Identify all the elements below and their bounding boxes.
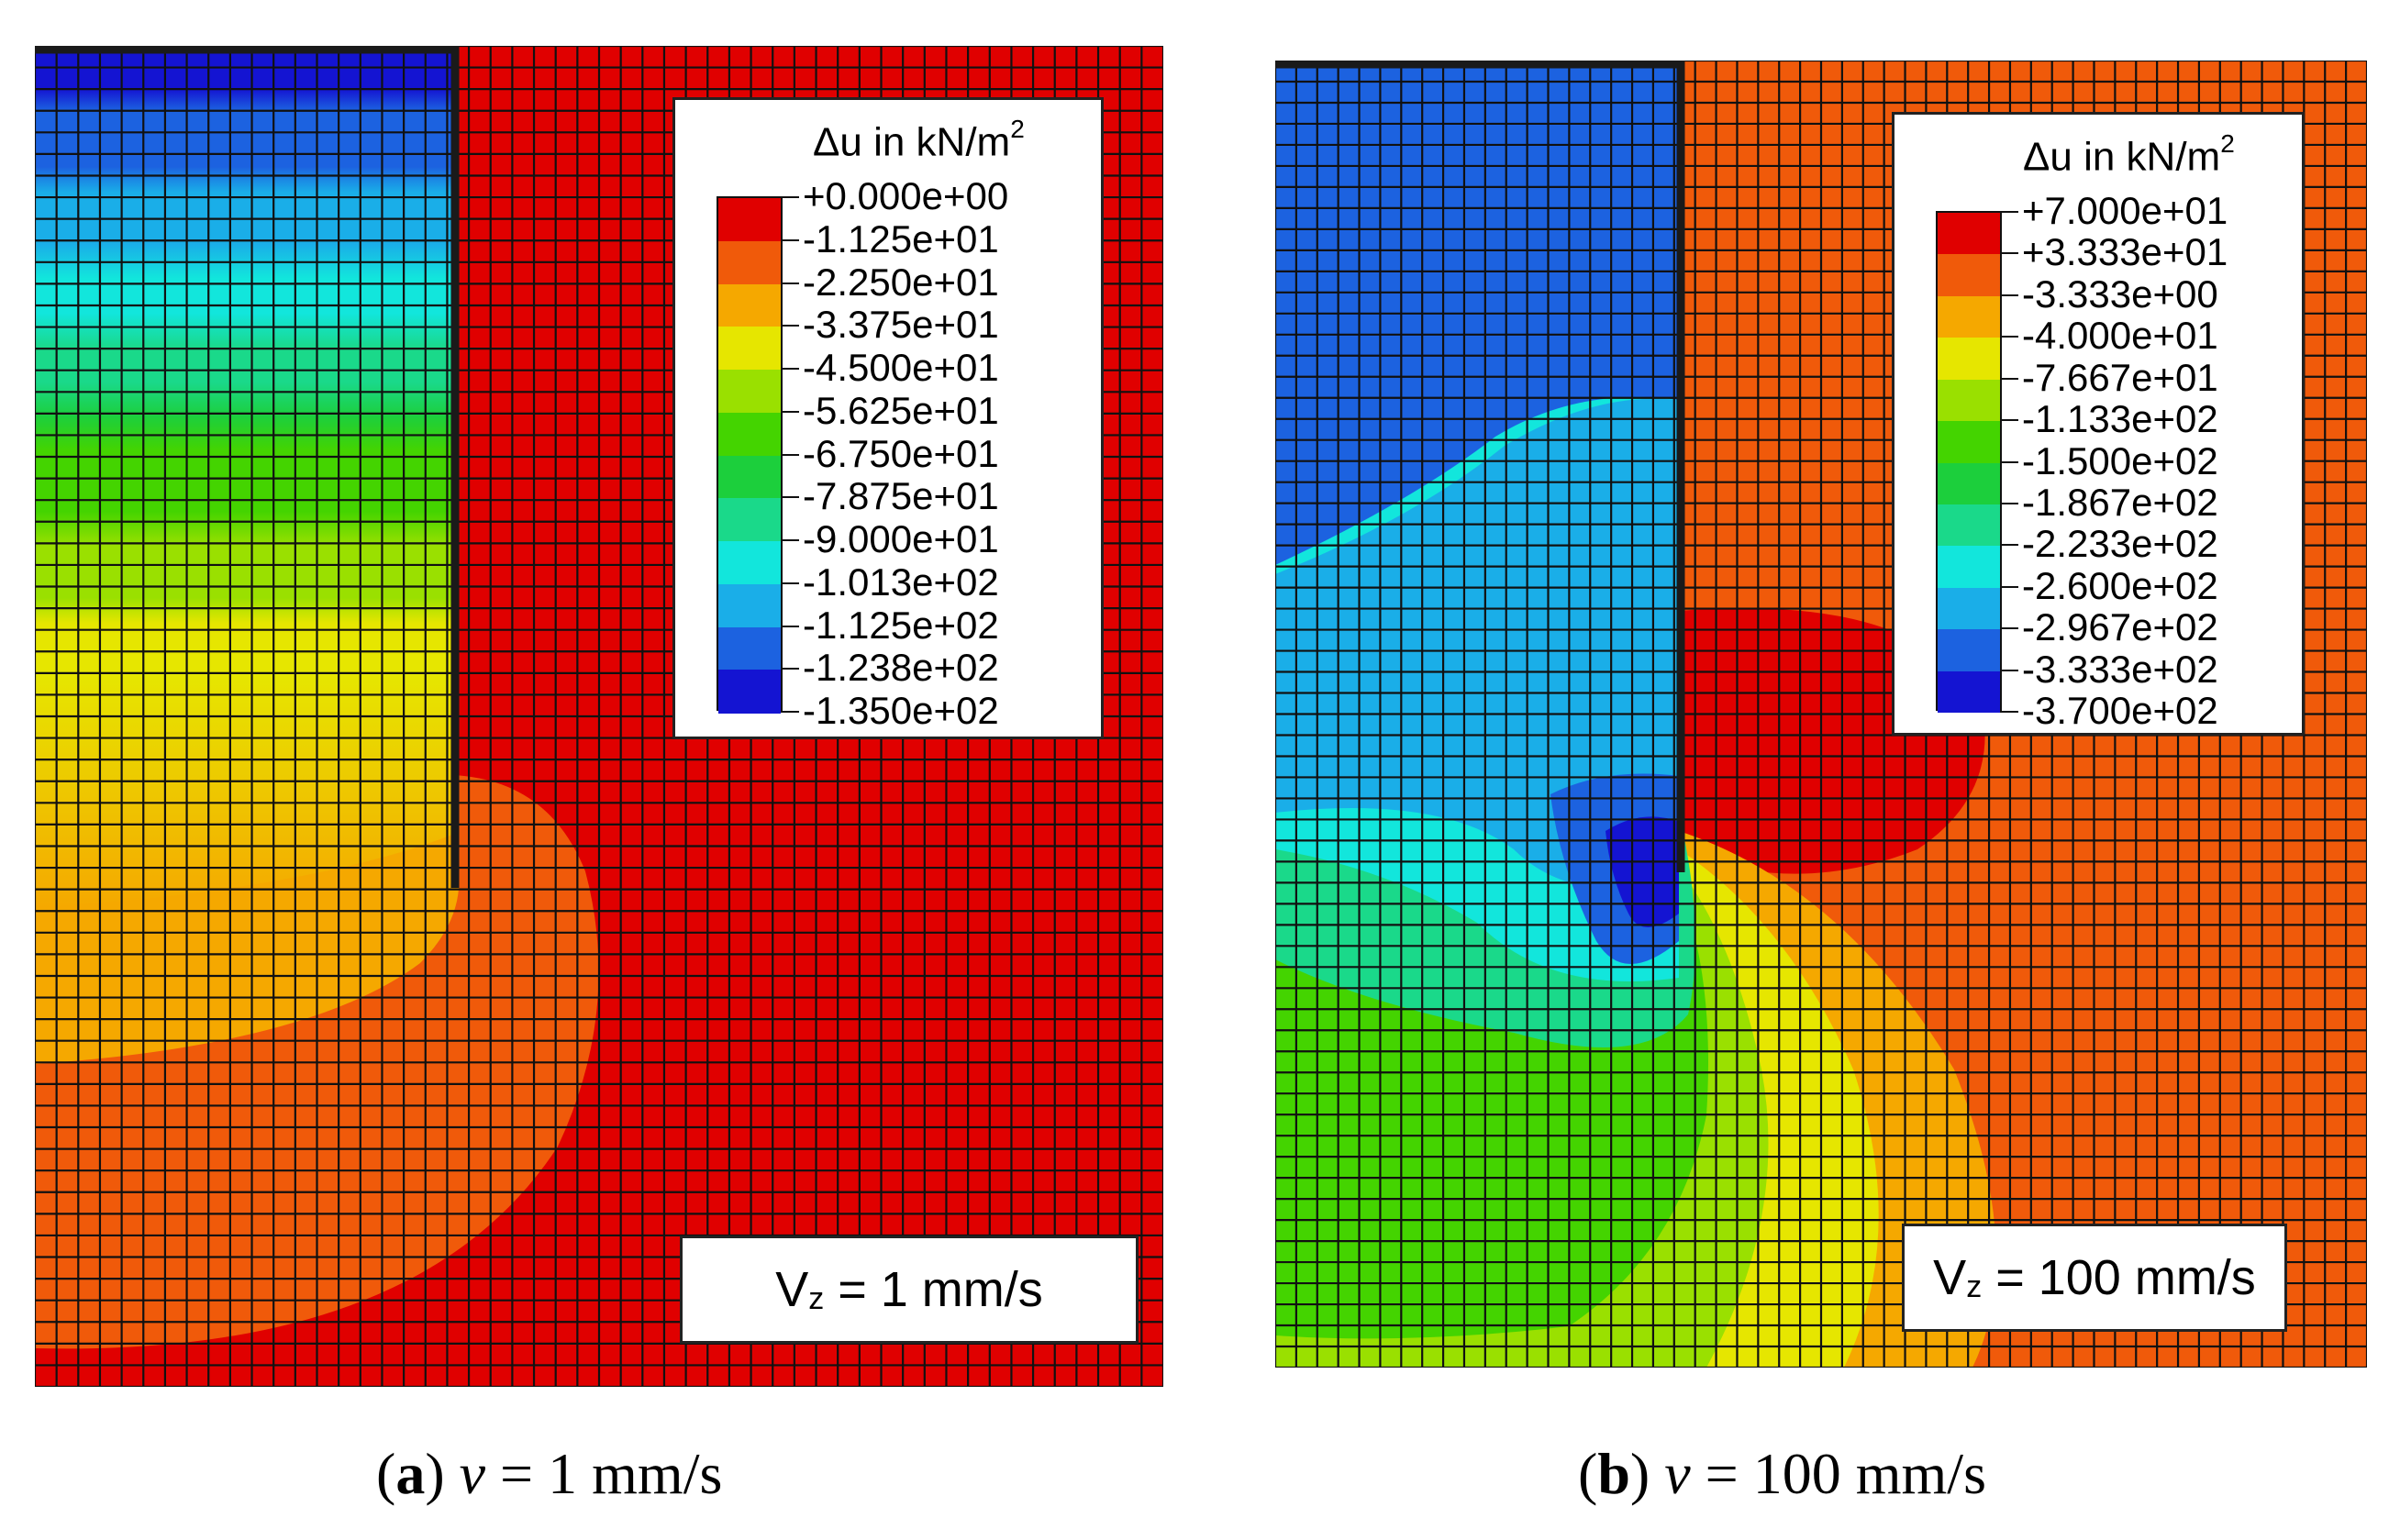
legend-tick xyxy=(781,410,799,413)
legend-label: -3.333e+02 xyxy=(2022,647,2218,691)
legend-label: -1.125e+02 xyxy=(803,603,999,647)
legend-label: -1.133e+02 xyxy=(2022,397,2218,441)
legend-tick xyxy=(2000,711,2018,713)
legend-title-a: Δu in kN/m2 xyxy=(813,115,1025,165)
legend-label: -3.375e+01 xyxy=(803,303,999,347)
legend-swatch xyxy=(1938,462,2000,505)
legend-label: -7.667e+01 xyxy=(2022,355,2218,399)
legend-label: -4.000e+01 xyxy=(2022,314,2218,358)
legend-label: -1.013e+02 xyxy=(803,559,999,604)
legend-swatch xyxy=(718,541,781,585)
legend-label: -1.238e+02 xyxy=(803,646,999,690)
legend-swatch xyxy=(718,626,781,670)
legend-tick xyxy=(781,625,799,627)
legend-swatch xyxy=(718,455,781,499)
legend-tick xyxy=(2000,336,2018,338)
legend-tick xyxy=(2000,460,2018,463)
legend-swatch xyxy=(1938,670,2000,714)
legend-label: -4.500e+01 xyxy=(803,346,999,389)
legend-tick xyxy=(2000,585,2018,588)
legend-label: -1.500e+02 xyxy=(2022,438,2218,482)
legend-tick xyxy=(781,325,799,327)
legend-tick xyxy=(781,368,799,370)
legend-tick xyxy=(2000,377,2018,380)
legend-swatch xyxy=(718,498,781,542)
legend-label: -5.625e+01 xyxy=(803,388,999,432)
legend-swatch xyxy=(1938,504,2000,547)
legend-tick xyxy=(781,282,799,284)
legend-swatch xyxy=(718,198,781,242)
legend-swatch xyxy=(1938,546,2000,589)
legend-label: -7.875e+01 xyxy=(803,474,999,518)
panel-b: Δu in kN/m2 +7.000e+01 +3.333e+01 -3.333e+… xyxy=(1275,61,2367,1368)
legend-swatch xyxy=(1938,254,2000,297)
legend-label: -1.125e+01 xyxy=(803,216,999,260)
legend-label: -2.600e+02 xyxy=(2022,563,2218,607)
legend-swatch xyxy=(1938,587,2000,630)
legend-tick xyxy=(781,711,799,713)
legend-label: -6.750e+01 xyxy=(803,431,999,475)
legend-tick xyxy=(2000,419,2018,422)
legend-swatch xyxy=(1938,295,2000,338)
legend-tick xyxy=(781,453,799,456)
legend-swatch xyxy=(718,370,781,414)
legend-tick xyxy=(781,196,799,198)
legend-tick xyxy=(2000,294,2018,296)
legend-label: -3.333e+00 xyxy=(2022,271,2218,316)
legend-tick xyxy=(2000,544,2018,547)
legend-label: -2.250e+01 xyxy=(803,260,999,304)
legend-label: -9.000e+01 xyxy=(803,517,999,560)
legend-title-b: Δu in kN/m2 xyxy=(2023,129,2235,180)
legend-tick xyxy=(781,539,799,541)
legend-swatch xyxy=(1938,213,2000,255)
legend-swatch xyxy=(1938,629,2000,672)
panel-a: Δu in kN/m2 +0.000e+00 -1.125e+01 -2.250e+… xyxy=(35,46,1163,1387)
legend-swatch xyxy=(718,283,781,327)
legend-label: -2.967e+02 xyxy=(2022,605,2218,649)
legend-swatch xyxy=(1938,338,2000,381)
colorbar-a xyxy=(717,196,783,714)
legend-label: +0.000e+00 xyxy=(803,174,1009,217)
legend-tick xyxy=(781,668,799,670)
legend-tick xyxy=(2000,211,2018,213)
colorbar-b xyxy=(1936,211,2002,714)
legend-swatch xyxy=(718,670,781,714)
legend-label: -1.350e+02 xyxy=(803,689,999,732)
legend-label: -1.867e+02 xyxy=(2022,480,2218,524)
legend-swatch xyxy=(718,583,781,627)
sky-region-b xyxy=(1275,398,1679,891)
caption-b: (b) v = 100 mm/s xyxy=(1578,1441,1986,1506)
legend-label: -2.233e+02 xyxy=(2022,522,2218,566)
legend-tick xyxy=(2000,502,2018,504)
legend-a: Δu in kN/m2 +0.000e+00 -1.125e+01 -2.250e+… xyxy=(672,97,1104,739)
legend-tick xyxy=(781,496,799,499)
legend-tick xyxy=(781,582,799,584)
legend-label: -3.700e+02 xyxy=(2022,689,2218,732)
legend-tick xyxy=(2000,669,2018,671)
legend-label: +3.333e+01 xyxy=(2022,230,2228,274)
legend-swatch xyxy=(718,412,781,456)
legend-tick xyxy=(2000,252,2018,255)
legend-swatch xyxy=(1938,379,2000,422)
legend-swatch xyxy=(1938,421,2000,463)
caption-a: (a) v = 1 mm/s xyxy=(376,1441,723,1506)
legend-label: +7.000e+01 xyxy=(2022,189,2228,232)
legend-tick xyxy=(2000,627,2018,630)
legend-swatch xyxy=(718,327,781,371)
legend-tick xyxy=(781,238,799,241)
navy-pocket-b xyxy=(1606,816,1679,927)
legend-b: Δu in kN/m2 +7.000e+01 +3.333e+01 -3.333e+… xyxy=(1892,112,2305,736)
legend-swatch xyxy=(718,240,781,284)
